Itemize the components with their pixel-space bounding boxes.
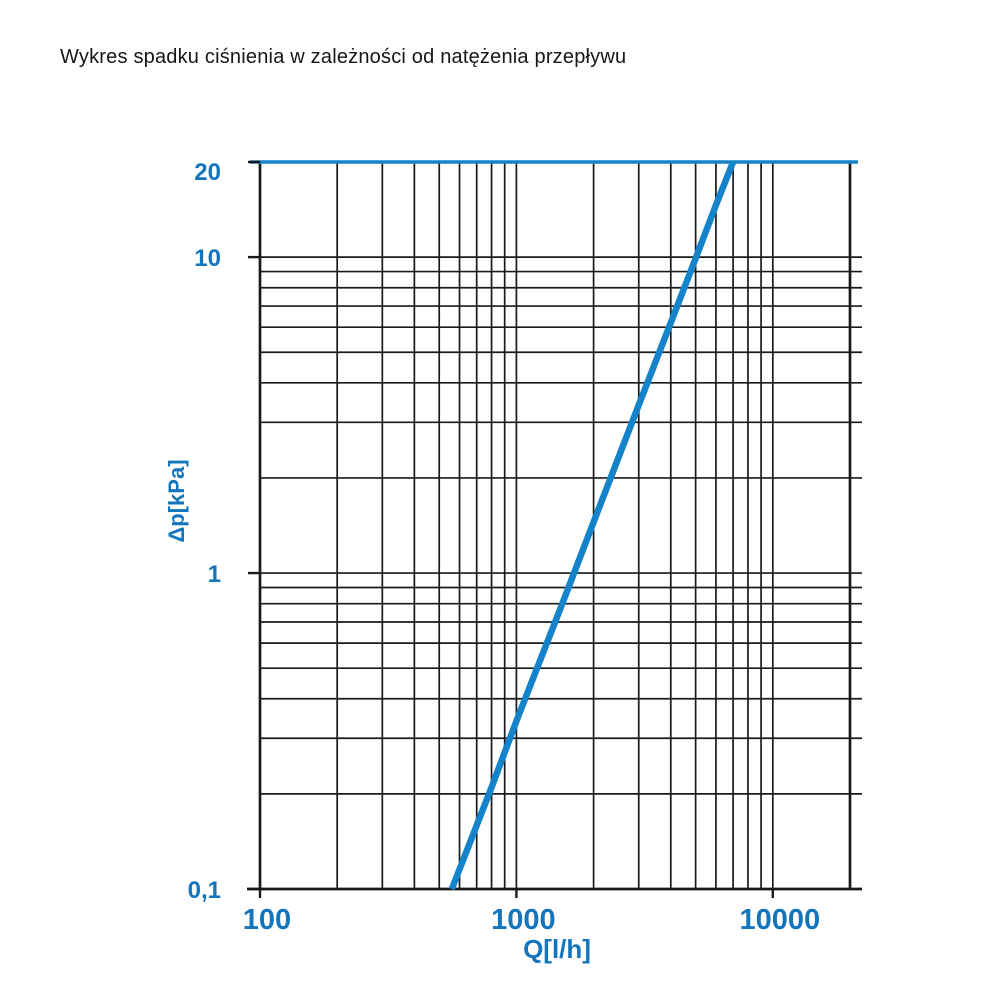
y-tick-label: 1 xyxy=(208,561,221,588)
x-tick-label: 10000 xyxy=(739,904,820,936)
y-tick-label: 20 xyxy=(194,159,221,186)
y-axis-title: Δp[kPa] xyxy=(164,459,189,543)
chart-title: Wykres spadku ciśnienia w zależności od … xyxy=(60,46,627,68)
x-axis-title: Q[l/h] xyxy=(523,934,591,964)
x-tick-label: 1000 xyxy=(491,904,556,936)
y-tick-label: 0,1 xyxy=(188,877,221,904)
x-tick-label: 100 xyxy=(243,904,291,936)
y-tick-label: 10 xyxy=(194,245,221,272)
series-line-pressure-drop xyxy=(448,160,737,891)
